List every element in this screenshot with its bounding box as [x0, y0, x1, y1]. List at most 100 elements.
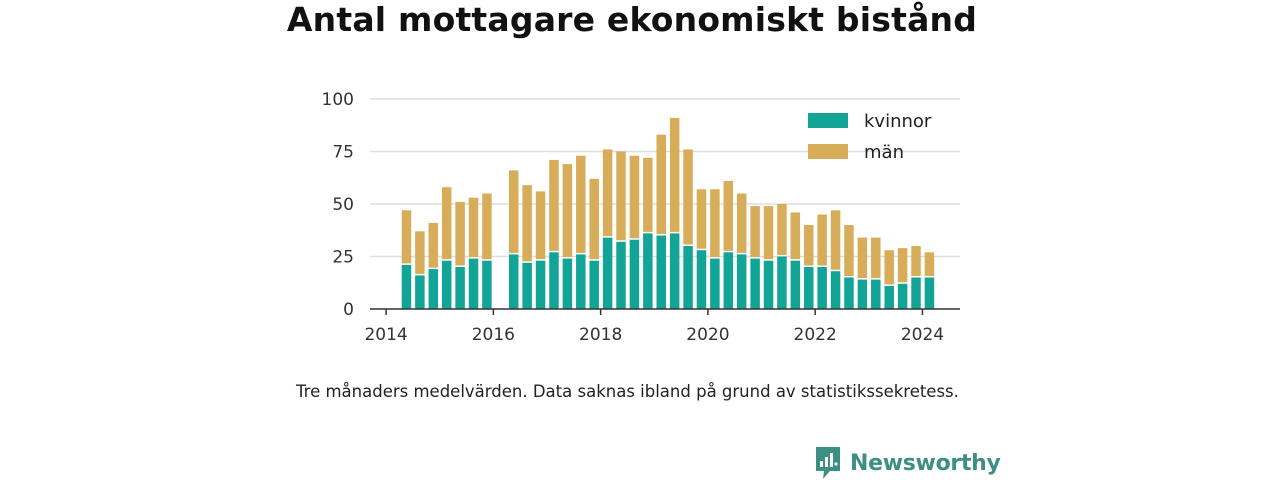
- bar-man: [535, 191, 546, 260]
- bar-man: [750, 206, 760, 258]
- bar-kvinnor: [441, 260, 452, 309]
- bar-man: [441, 187, 452, 260]
- x-tick-label: 2022: [794, 325, 837, 345]
- chart-caption: Tre månaders medelvärden. Data saknas ib…: [296, 382, 959, 401]
- bar-kvinnor: [522, 262, 532, 309]
- bar-man: [549, 159, 559, 251]
- bar-man: [911, 246, 921, 276]
- legend-swatch: [808, 113, 848, 128]
- chart-title: Antal mottagare ekonomiskt bistånd: [286, 0, 978, 39]
- bar-man: [576, 155, 586, 253]
- bar-kvinnor: [415, 275, 425, 309]
- legend: kvinnor män: [808, 111, 932, 163]
- bar-kvinnor: [589, 260, 599, 309]
- bar-man: [817, 214, 827, 266]
- bar-man: [428, 222, 439, 268]
- bar-kvinnor: [656, 235, 666, 309]
- bar-kvinnor: [602, 237, 613, 309]
- bar-kvinnor: [535, 260, 546, 309]
- bar-man: [401, 210, 412, 264]
- bar-man: [857, 237, 868, 279]
- bar-kvinnor: [576, 254, 586, 309]
- bar-kvinnor: [857, 279, 868, 309]
- bar-kvinnor: [763, 260, 774, 309]
- x-tick-label: 2016: [472, 325, 515, 345]
- x-axis: 2014 2016 2018 2020 2022 2024: [364, 308, 960, 345]
- bar-kvinnor: [830, 271, 841, 309]
- legend-swatch: [808, 144, 848, 159]
- bar-man: [629, 155, 640, 239]
- bar-man: [763, 206, 774, 260]
- bar-kvinnor: [401, 264, 412, 309]
- bar-man: [871, 237, 881, 279]
- bar-man: [777, 204, 787, 255]
- bar-man: [830, 210, 841, 270]
- stacked-bar-chart: 0 25 50 75 100 2014 2016 2018 2020 2022 2024 kvin…: [322, 90, 960, 345]
- bar-kvinnor: [643, 233, 653, 309]
- bar-kvinnor: [428, 269, 439, 309]
- bar-man: [602, 149, 613, 237]
- y-tick-label: 0: [343, 300, 354, 320]
- bar-man: [723, 180, 734, 251]
- bar-kvinnor: [777, 256, 787, 309]
- bar-man: [736, 193, 747, 253]
- bar-man: [924, 252, 935, 276]
- bar-kvinnor: [871, 279, 881, 309]
- bar-kvinnor: [924, 277, 935, 309]
- bar-kvinnor: [696, 250, 707, 309]
- bar-kvinnor: [629, 239, 640, 309]
- bar-kvinnor: [790, 260, 801, 309]
- y-axis: 0 25 50 75 100: [322, 90, 354, 320]
- legend-label: män: [864, 142, 904, 163]
- brand-name: Newsworthy: [850, 450, 1001, 476]
- bar-kvinnor: [683, 246, 693, 309]
- bars: [401, 117, 935, 309]
- x-tick-label: 2014: [364, 325, 407, 345]
- bar-kvinnor: [710, 258, 720, 309]
- bar-man: [656, 134, 666, 234]
- bar-man: [897, 248, 908, 283]
- bar-kvinnor: [482, 260, 492, 309]
- bar-kvinnor: [817, 267, 827, 309]
- bar-man: [508, 170, 519, 253]
- bar-kvinnor: [750, 258, 760, 309]
- bar-kvinnor: [844, 277, 854, 309]
- bar-man: [455, 201, 465, 266]
- bar-man: [790, 212, 801, 260]
- bar-man: [468, 197, 479, 258]
- x-tick-label: 2020: [686, 325, 729, 345]
- bar-man: [683, 149, 693, 245]
- bar-man: [710, 189, 720, 258]
- bar-man: [643, 157, 653, 232]
- bar-chart-speech-bubble-icon: [816, 447, 840, 479]
- y-tick-label: 100: [322, 90, 354, 110]
- brand-logo: Newsworthy: [814, 446, 1001, 480]
- y-tick-label: 25: [332, 248, 354, 268]
- bar-kvinnor: [723, 252, 734, 309]
- bar-kvinnor: [803, 267, 814, 309]
- bar-kvinnor: [468, 258, 479, 309]
- bar-kvinnor: [911, 277, 921, 309]
- bar-man: [562, 164, 573, 258]
- bar-man: [884, 250, 894, 285]
- bar-kvinnor: [897, 283, 908, 309]
- bar-man: [522, 185, 532, 262]
- bar-kvinnor: [736, 254, 747, 309]
- bar-man: [589, 178, 599, 260]
- bar-man: [415, 231, 425, 274]
- bar-man: [696, 189, 707, 249]
- y-tick-label: 75: [332, 143, 354, 163]
- bar-man: [844, 225, 854, 276]
- bar-man: [669, 117, 680, 232]
- bar-man: [616, 151, 626, 241]
- bar-kvinnor: [669, 233, 680, 309]
- bar-man: [803, 225, 814, 266]
- x-tick-label: 2024: [901, 325, 944, 345]
- bar-kvinnor: [884, 285, 894, 309]
- bar-kvinnor: [508, 254, 519, 309]
- legend-label: kvinnor: [864, 111, 932, 132]
- bar-man: [482, 193, 492, 260]
- x-tick-label: 2018: [579, 325, 622, 345]
- bar-kvinnor: [616, 241, 626, 309]
- y-tick-label: 50: [332, 195, 354, 215]
